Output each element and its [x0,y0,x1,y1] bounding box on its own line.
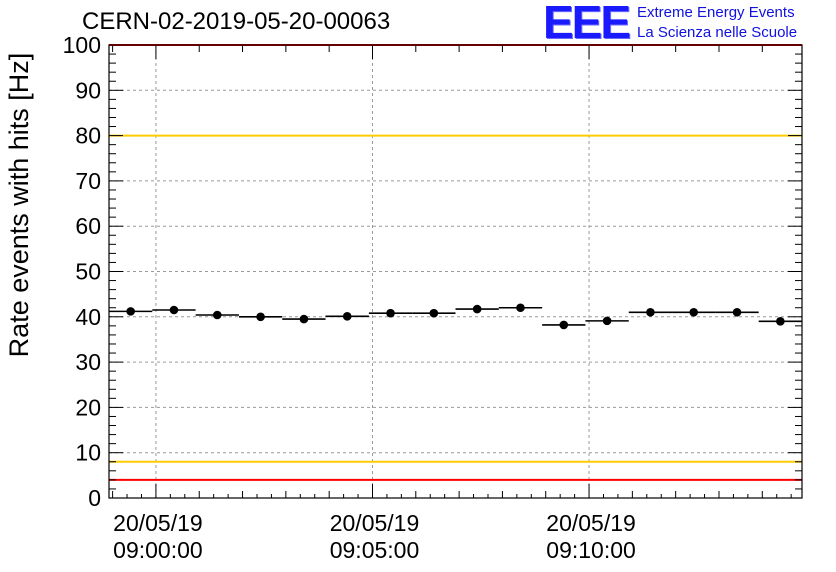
data-point [689,307,699,317]
x-tick-time-label: 09:10:00 [546,537,636,563]
data-point [429,308,439,318]
y-axis-label: Rate events with hits [Hz] [4,53,34,358]
data-point [386,308,395,318]
y-tick-label: 50 [75,259,101,285]
eee-logo-mark: EEE [543,0,631,48]
y-tick-label: 0 [88,485,101,511]
tick-labels: 010203040506070809010020/05/1909:00:0020… [63,32,636,563]
data-point [256,312,265,322]
data-point [299,314,309,324]
data-point [559,320,569,330]
data-point [169,305,179,315]
data-point [342,312,352,321]
data-points [109,303,802,330]
data-point [212,310,222,320]
x-tick-date-label: 20/05/19 [546,510,636,536]
y-tick-label: 40 [75,304,101,330]
x-tick-date-label: 20/05/19 [113,510,203,536]
logo-tagline-2: La Scienza nelle Scuole [637,24,798,41]
y-tick-label: 100 [63,32,101,58]
y-tick-label: 90 [75,77,101,103]
x-tick-time-label: 09:00:00 [113,537,203,563]
data-point [732,307,742,317]
data-point [126,307,135,316]
y-tick-label: 70 [75,168,101,194]
y-tick-label: 30 [75,349,101,375]
grid-layer [109,45,802,498]
data-point [472,304,482,314]
y-tick-label: 80 [75,123,101,149]
y-tick-label: 10 [75,440,101,466]
reference-lines [109,44,802,481]
logo-tagline-1: Extreme Energy Events [637,4,795,21]
y-tick-label: 20 [75,394,101,420]
x-tick-date-label: 20/05/19 [330,510,420,536]
data-point [646,307,655,317]
y-tick-label: 60 [75,213,101,239]
data-point [776,317,785,326]
run-title: CERN-02-2019-05-20-00063 [82,8,391,35]
data-point [516,303,525,313]
eee-logo: EEE Extreme Energy Events La Scienza nel… [543,0,833,48]
x-tick-time-label: 09:05:00 [330,537,420,563]
axis-ticks [109,44,802,499]
data-point [602,316,612,326]
